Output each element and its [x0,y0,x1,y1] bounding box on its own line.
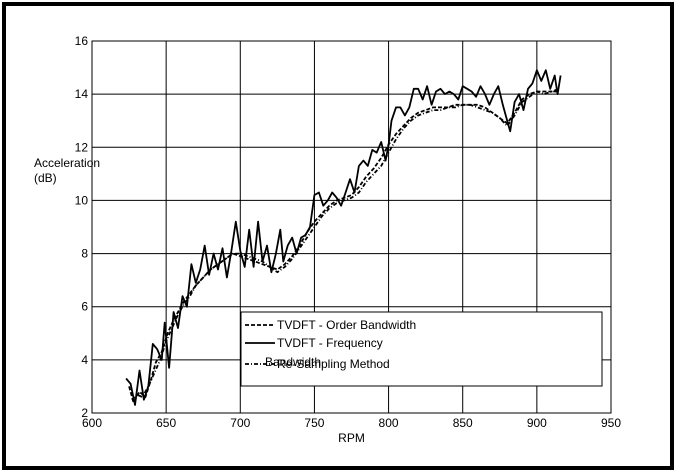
series-lines [125,69,562,406]
x-axis-label: RPM [338,431,365,445]
series-line-2 [125,69,562,406]
legend: TVDFT - Order Bandwidth TVDFT - Frequency… [240,311,603,387]
x-tick-label: 700 [230,416,250,430]
y-tick-label: 2 [81,406,88,420]
y-tick-label: 8 [81,247,88,261]
legend-label-2: TVDFT - Frequency [277,336,383,350]
x-tick-label: 900 [527,416,547,430]
series-line-3 [131,90,560,401]
y-tick-label: 16 [75,34,89,48]
y-tick-label: 4 [81,353,88,367]
legend-box [240,311,603,387]
x-tick-label: 800 [379,416,399,430]
y-tick-label: 10 [75,193,89,207]
axis-ticks: 600 650 700 750 800 850 900 950 2 4 6 8 10 12 14 16 [75,34,622,430]
plot-area [91,40,612,414]
y-tick-label: 14 [75,87,89,101]
legend-label-3: Re-Sampling Method [277,357,390,371]
x-tick-label: 850 [453,416,473,430]
x-tick-label: 650 [156,416,176,430]
x-tick-label: 750 [304,416,324,430]
y-axis-label-line2: (dB) [34,171,57,185]
y-tick-label: 12 [75,140,89,154]
y-axis-label-line1: Acceleration [34,156,100,170]
x-tick-label: 950 [601,416,621,430]
legend-overlap-label: Bandwidth [265,355,321,369]
y-tick-label: 6 [81,300,88,314]
series-line-1 [128,87,560,404]
x-tick-label: 600 [82,416,102,430]
legend-label-1: TVDFT - Order Bandwidth [277,318,416,332]
